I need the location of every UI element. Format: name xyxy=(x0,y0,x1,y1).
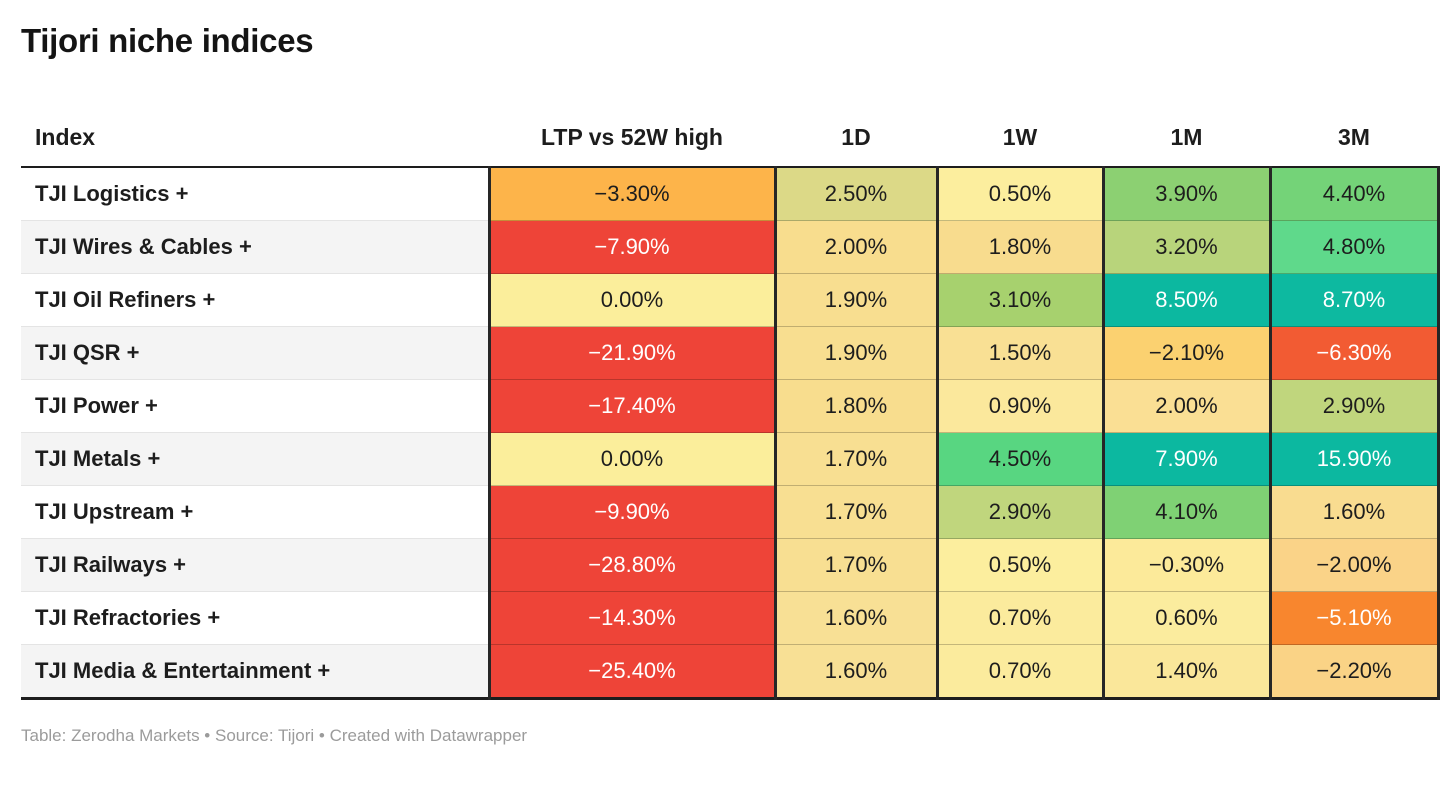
value-cell: −2.20% xyxy=(1268,644,1440,699)
value-cell: 0.90% xyxy=(935,379,1103,433)
value-cell: 4.40% xyxy=(1268,166,1440,221)
value-cell: 4.10% xyxy=(1101,485,1270,539)
value-cell: −2.00% xyxy=(1268,538,1440,592)
value-cell: 2.50% xyxy=(773,166,937,221)
value-cell: −17.40% xyxy=(487,379,775,433)
value-cell: 1.80% xyxy=(773,379,937,433)
value-cell: 0.70% xyxy=(935,591,1103,645)
index-name[interactable]: TJI Upstream + xyxy=(21,485,489,539)
value-cell: 1.90% xyxy=(773,326,937,380)
value-cell: −25.40% xyxy=(487,644,775,699)
value-cell: 4.80% xyxy=(1268,220,1440,274)
value-cell: −3.30% xyxy=(487,166,775,221)
value-cell: 3.20% xyxy=(1101,220,1270,274)
index-name[interactable]: TJI Wires & Cables + xyxy=(21,220,489,274)
value-cell: −7.90% xyxy=(487,220,775,274)
value-cell: −9.90% xyxy=(487,485,775,539)
value-cell: 1.90% xyxy=(773,273,937,327)
table-row: TJI Media & Entertainment + −25.40% 1.60% 0… xyxy=(21,644,1440,699)
value-cell: −5.10% xyxy=(1268,591,1440,645)
value-cell: 0.50% xyxy=(935,166,1103,221)
value-cell: −14.30% xyxy=(487,591,775,645)
table-row: TJI Wires & Cables + −7.90% 2.00% 1.80% 3.20… xyxy=(21,220,1440,274)
value-cell: 8.70% xyxy=(1268,273,1440,327)
value-cell: 2.00% xyxy=(773,220,937,274)
value-cell: 3.10% xyxy=(935,273,1103,327)
value-cell: 7.90% xyxy=(1101,432,1270,486)
value-cell: −6.30% xyxy=(1268,326,1440,380)
column-header-index: Index xyxy=(21,60,489,167)
index-name[interactable]: TJI Railways + xyxy=(21,538,489,592)
value-cell: −28.80% xyxy=(487,538,775,592)
value-cell: 2.90% xyxy=(935,485,1103,539)
column-header-1m: 1M xyxy=(1103,60,1270,167)
value-cell: 1.70% xyxy=(773,485,937,539)
value-cell: −0.30% xyxy=(1101,538,1270,592)
value-cell: 4.50% xyxy=(935,432,1103,486)
value-cell: 8.50% xyxy=(1101,273,1270,327)
index-name[interactable]: TJI Refractories + xyxy=(21,591,489,645)
table-row: TJI Upstream + −9.90% 1.70% 2.90% 4.10% 1.60% xyxy=(21,485,1440,539)
value-cell: 3.90% xyxy=(1101,166,1270,221)
value-cell: 0.50% xyxy=(935,538,1103,592)
value-cell: 1.80% xyxy=(935,220,1103,274)
value-cell: 2.00% xyxy=(1101,379,1270,433)
value-cell: 1.40% xyxy=(1101,644,1270,699)
column-header-ltp-vs-52w-high: LTP vs 52W high xyxy=(489,60,775,167)
table-body: TJI Logistics + −3.30% 2.50% 0.50% 3.90% 4.40… xyxy=(21,166,1440,699)
table-row: TJI Oil Refiners +0.00% 1.90% 3.10% 8.50% 8.… xyxy=(21,273,1440,327)
index-name[interactable]: TJI Oil Refiners + xyxy=(21,273,489,327)
value-cell: 1.60% xyxy=(773,644,937,699)
attribution-footer: Table: Zerodha Markets • Source: Tijori … xyxy=(21,726,528,745)
value-cell: 15.90% xyxy=(1268,432,1440,486)
table-row: TJI QSR + −21.90% 1.90% 1.50% −2.10% −6.30% xyxy=(21,326,1440,380)
value-cell: 1.60% xyxy=(773,591,937,645)
table-row: TJI Logistics + −3.30% 2.50% 0.50% 3.90% 4.40… xyxy=(21,166,1440,221)
column-header-3m: 3M xyxy=(1270,60,1438,167)
index-name[interactable]: TJI Metals + xyxy=(21,432,489,486)
value-cell: 0.00% xyxy=(487,273,775,327)
column-header-1w: 1W xyxy=(937,60,1103,167)
table-row: TJI Power + −17.40% 1.80% 0.90% 2.00% 2.90% xyxy=(21,379,1440,433)
value-cell: 1.70% xyxy=(773,538,937,592)
table-row: TJI Railways + −28.80% 1.70% 0.50% −0.30% −2.… xyxy=(21,538,1440,592)
table-row: TJI Refractories + −14.30% 1.60% 0.70% 0.60%… xyxy=(21,591,1440,645)
indices-table: Index LTP vs 52W high 1D 1W 1M 3M TJI Lo… xyxy=(21,60,1440,700)
value-cell: 2.90% xyxy=(1268,379,1440,433)
value-cell: 0.00% xyxy=(487,432,775,486)
value-cell: 0.60% xyxy=(1101,591,1270,645)
value-cell: −21.90% xyxy=(487,326,775,380)
index-name[interactable]: TJI Logistics + xyxy=(21,166,489,221)
table-header: Index LTP vs 52W high 1D 1W 1M 3M xyxy=(21,60,1438,167)
index-name[interactable]: TJI Media & Entertainment + xyxy=(21,644,489,699)
value-cell: 1.50% xyxy=(935,326,1103,380)
table-row: TJI Metals +0.00% 1.70% 4.50% 7.90% 15.90% xyxy=(21,432,1440,486)
value-cell: −2.10% xyxy=(1101,326,1270,380)
column-header-1d: 1D xyxy=(775,60,937,167)
index-name[interactable]: TJI Power + xyxy=(21,379,489,433)
index-name[interactable]: TJI QSR + xyxy=(21,326,489,380)
value-cell: 1.70% xyxy=(773,432,937,486)
value-cell: 0.70% xyxy=(935,644,1103,699)
page-title: Tijori niche indices xyxy=(21,22,314,59)
value-cell: 1.60% xyxy=(1268,485,1440,539)
